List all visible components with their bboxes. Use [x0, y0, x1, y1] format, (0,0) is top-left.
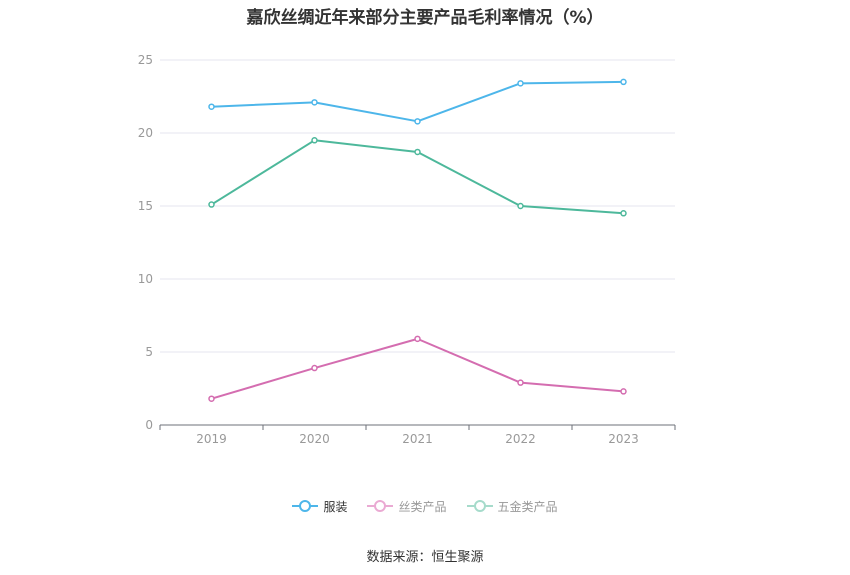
data-point [517, 379, 524, 386]
series-lines [208, 78, 627, 402]
chart-title: 嘉欣丝绸近年来部分主要产品毛利率情况（%） [246, 8, 604, 28]
legend-swatch [367, 500, 394, 512]
series-line-0 [211, 80, 624, 123]
y-tick-label: 5 [145, 345, 153, 359]
y-tick-label: 0 [145, 418, 153, 432]
legend-label: 五金类产品 [497, 499, 558, 514]
y-tick-label: 20 [138, 126, 153, 140]
data-point [208, 103, 215, 110]
x-tick-label: 2022 [505, 432, 536, 446]
x-tick-label: 2020 [299, 432, 330, 446]
x-tick-label: 2021 [402, 432, 433, 446]
source-note: 数据来源：恒生聚源 [366, 550, 484, 565]
legend: 服装 丝类产品 五金类产品 [0, 497, 850, 515]
x-tick-label: 2019 [196, 432, 227, 446]
legend-item-2[interactable]: 五金类产品 [466, 497, 558, 515]
data-point [517, 202, 524, 210]
data-point [311, 364, 318, 372]
data-point [414, 118, 421, 125]
data-point [620, 210, 627, 217]
axes: 0 5 10 15 20 25 2019 2020 2021 2022 2023 [138, 53, 676, 446]
y-tick-label: 15 [138, 199, 153, 213]
x-tick-label: 2023 [608, 432, 639, 446]
legend-item-1[interactable]: 丝类产品 [367, 497, 447, 515]
data-point [620, 388, 627, 395]
gridlines [160, 59, 675, 353]
data-point [311, 99, 318, 106]
data-point [620, 78, 627, 86]
legend-label: 丝类产品 [398, 499, 447, 514]
data-point [208, 395, 215, 402]
data-point [414, 335, 421, 343]
y-tick-label: 10 [138, 272, 153, 286]
series-line-1 [211, 337, 624, 400]
y-tick-label: 25 [138, 53, 153, 67]
legend-swatch [292, 500, 319, 512]
legend-label: 服装 [323, 499, 348, 514]
data-point [311, 137, 318, 144]
data-point [208, 201, 215, 208]
data-point [517, 80, 524, 87]
legend-swatch [466, 500, 493, 512]
data-point [414, 148, 421, 156]
legend-item-0[interactable]: 服装 [292, 497, 347, 515]
